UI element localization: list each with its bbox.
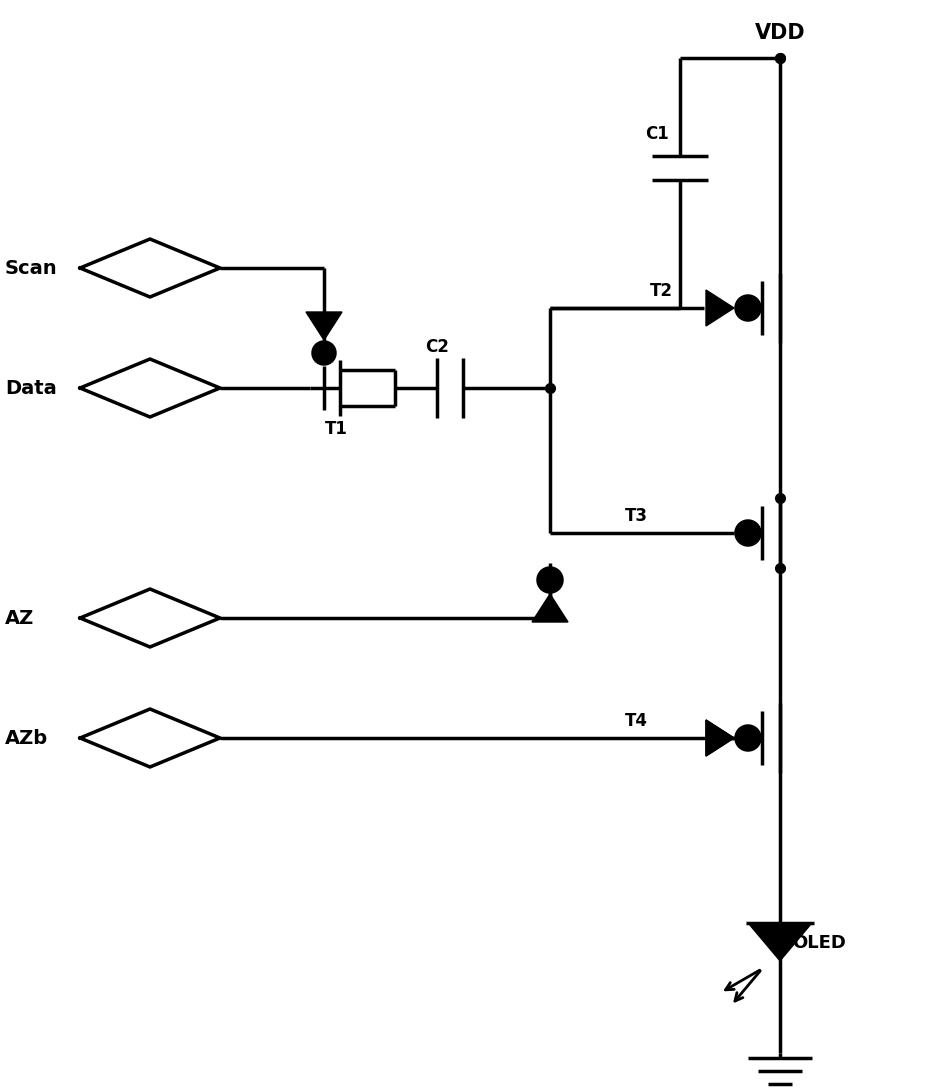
Text: T4: T4 (624, 712, 647, 730)
Polygon shape (306, 312, 342, 341)
Circle shape (735, 726, 759, 750)
Text: VDD: VDD (754, 23, 805, 44)
Text: AZ: AZ (5, 608, 34, 628)
Circle shape (735, 296, 759, 320)
Text: OLED: OLED (791, 934, 845, 952)
Polygon shape (705, 290, 733, 326)
Text: C2: C2 (425, 338, 449, 356)
Text: C1: C1 (644, 125, 668, 143)
Polygon shape (705, 720, 733, 756)
Text: AZb: AZb (5, 729, 48, 747)
Circle shape (312, 342, 335, 364)
Text: Scan: Scan (5, 259, 57, 277)
Text: T1: T1 (324, 420, 348, 438)
Polygon shape (747, 923, 811, 961)
Text: Data: Data (5, 379, 57, 397)
Circle shape (538, 568, 562, 592)
Polygon shape (705, 720, 733, 756)
Text: T3: T3 (624, 507, 647, 526)
Text: T2: T2 (649, 282, 672, 300)
Circle shape (735, 521, 759, 545)
Polygon shape (531, 594, 567, 622)
